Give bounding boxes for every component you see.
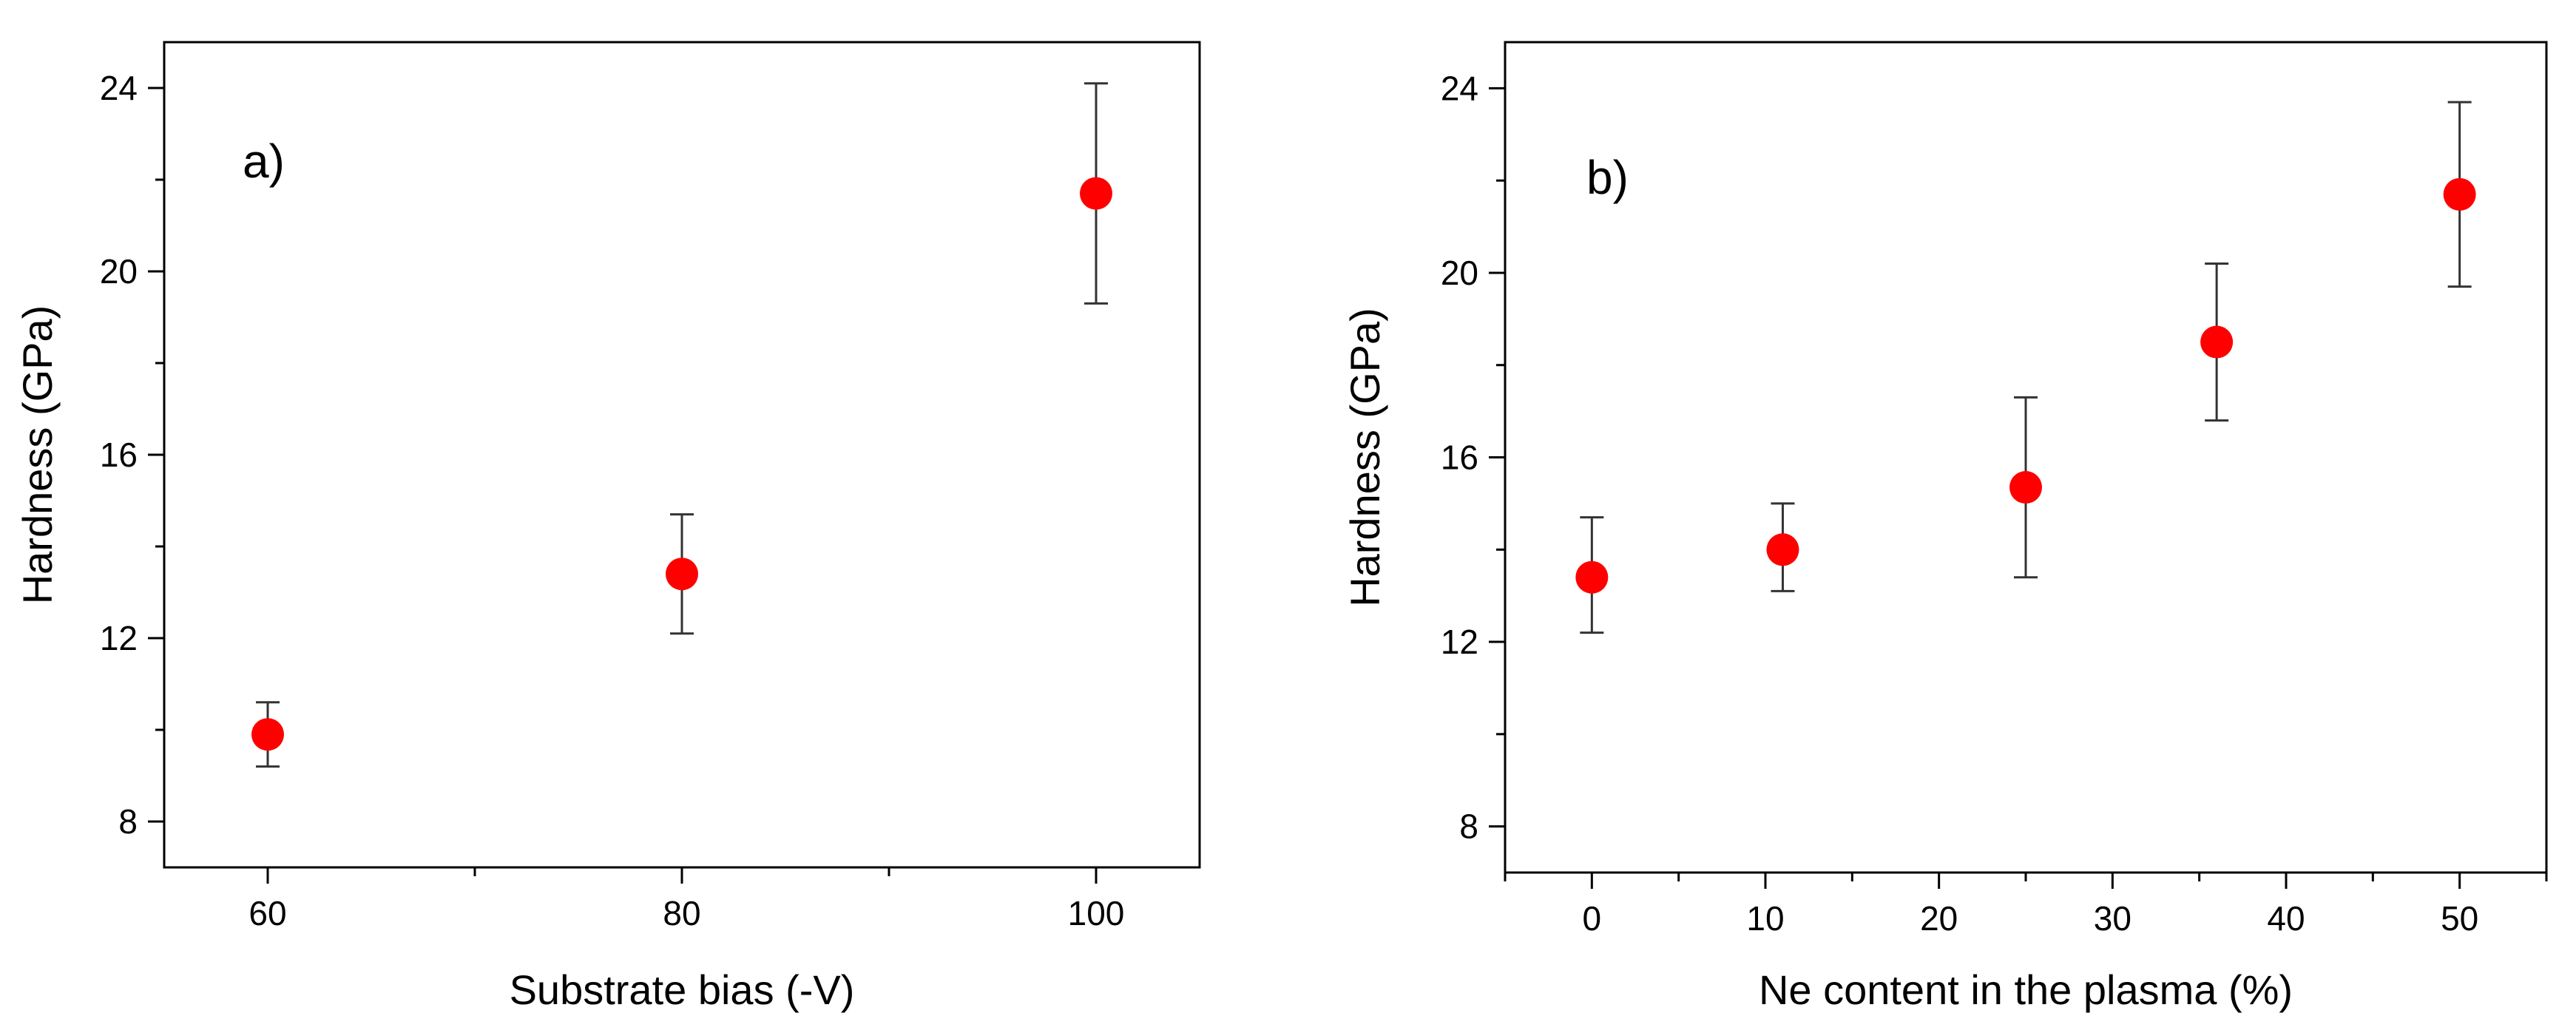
data-point [1575,560,1609,594]
x-tick-label: 50 [2441,899,2478,938]
y-tick-label: 20 [100,252,138,291]
y-tick-label: 8 [1459,807,1478,846]
x-axis-title: Substrate bias (-V) [510,966,855,1013]
y-tick-label: 8 [118,802,138,841]
panel-label: a) [243,135,285,188]
y-tick-label: 16 [100,436,138,474]
x-tick-label: 10 [1746,899,1784,938]
data-point [1766,533,1799,566]
y-tick-label: 24 [100,69,138,107]
y-tick-label: 12 [1441,623,1478,661]
y-tick-label: 16 [1441,438,1478,477]
x-tick-label: 40 [2267,899,2305,938]
plot-frame [163,41,1201,869]
panel-b: 0 10 20 30 40 50 8 12 16 20 24 Ne content in the pl… [1342,41,2548,1013]
x-tick-label: 20 [1920,899,1958,938]
x-tick-label: 100 [1068,894,1125,932]
data-point [2009,471,2042,504]
x-tick-label: 60 [249,894,286,932]
y-tick-label: 24 [1441,69,1478,107]
x-tick-label: 30 [2094,899,2132,938]
data-point [1080,177,1112,210]
panel-a: 60 80 100 8 12 16 20 24 Substrate bias (-V) Hardn… [14,41,1201,1013]
y-tick-label: 12 [100,619,138,657]
panel-label: b) [1586,151,1629,204]
y-axis-title: Hardness (GPa) [1342,308,1388,607]
x-tick-label: 0 [1583,899,1602,938]
data-point [666,558,698,591]
data-point [2200,325,2234,359]
x-axis-title: Ne content in the plasma (%) [1759,966,2293,1013]
y-axis-title: Hardness (GPa) [14,305,61,605]
data-point [2443,177,2476,211]
x-tick-label: 80 [663,894,700,932]
data-point [251,718,284,751]
y-tick-label: 20 [1441,254,1478,292]
